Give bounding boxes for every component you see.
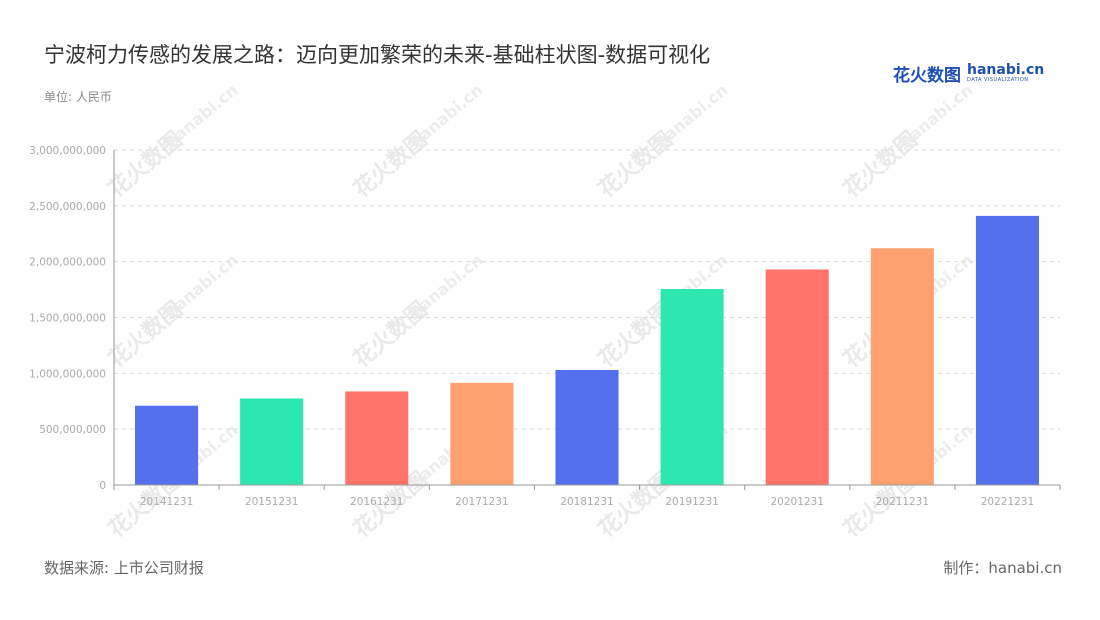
x-tick-label: 20141231 [140,496,193,508]
logo-chinese-text: 花火数图 [893,65,961,86]
x-tick-label: 20201231 [770,496,823,508]
x-tick-label: 20151231 [245,496,298,508]
y-tick-label: 2,500,000,000 [29,201,106,213]
bar-20141231 [135,405,199,485]
watermark: hanabi.cn [162,80,242,151]
unit-label: 单位: 人民币 [44,90,112,104]
credit: 制作：hanabi.cn [943,559,1062,577]
watermark: hanabi.cn [407,250,487,321]
logo-english-block: hanabi.cn DATA VISUALIZATION [967,63,1044,84]
chart-title: 宁波柯力传感的发展之路：迈向更加繁荣的未来-基础柱状图-数据可视化 [44,43,711,67]
y-tick-label: 1,000,000,000 [29,368,106,380]
data-source: 数据来源: 上市公司财报 [44,559,204,577]
x-tick-label: 20211231 [876,496,929,508]
logo-subtitle: DATA VISUALIZATION [967,76,1029,83]
watermark: hanabi.cn [162,250,242,321]
watermark: hanabi.cn [407,80,487,151]
y-tick-label: 500,000,000 [39,424,106,436]
bar-series [135,215,1039,485]
x-tick-label: 20161231 [350,496,403,508]
x-tick-label: 20171231 [455,496,508,508]
x-axis: 20141231 20151231 20161231 20171231 20181231… [113,150,1061,508]
y-tick-label: 0 [99,480,106,492]
bar-20171231 [450,382,514,485]
y-tick-label: 1,500,000,000 [29,313,106,325]
bar-20181231 [555,369,619,485]
y-tick-label: 2,000,000,000 [29,257,106,269]
x-tick-label: 20181231 [560,496,613,508]
brand-logo: 花火数图 hanabi.cn DATA VISUALIZATION [893,60,1044,86]
bar-20161231 [345,391,409,485]
x-tick-label: 20221231 [981,496,1034,508]
bar-20191231 [660,289,724,485]
y-tick-label: 3,000,000,000 [29,145,106,157]
y-axis-ticks: 0 500,000,000 1,000,000,000 1,500,000,000 2,… [29,145,106,492]
watermark: hanabi.cn [652,80,732,151]
watermark: hanabi.cn [897,80,977,151]
logo-english-text: hanabi.cn [967,61,1045,78]
bar-20211231 [870,248,934,485]
bar-20151231 [240,398,304,485]
bar-20201231 [765,269,829,485]
x-tick-label: 20191231 [665,496,718,508]
bar-20221231 [975,215,1039,485]
